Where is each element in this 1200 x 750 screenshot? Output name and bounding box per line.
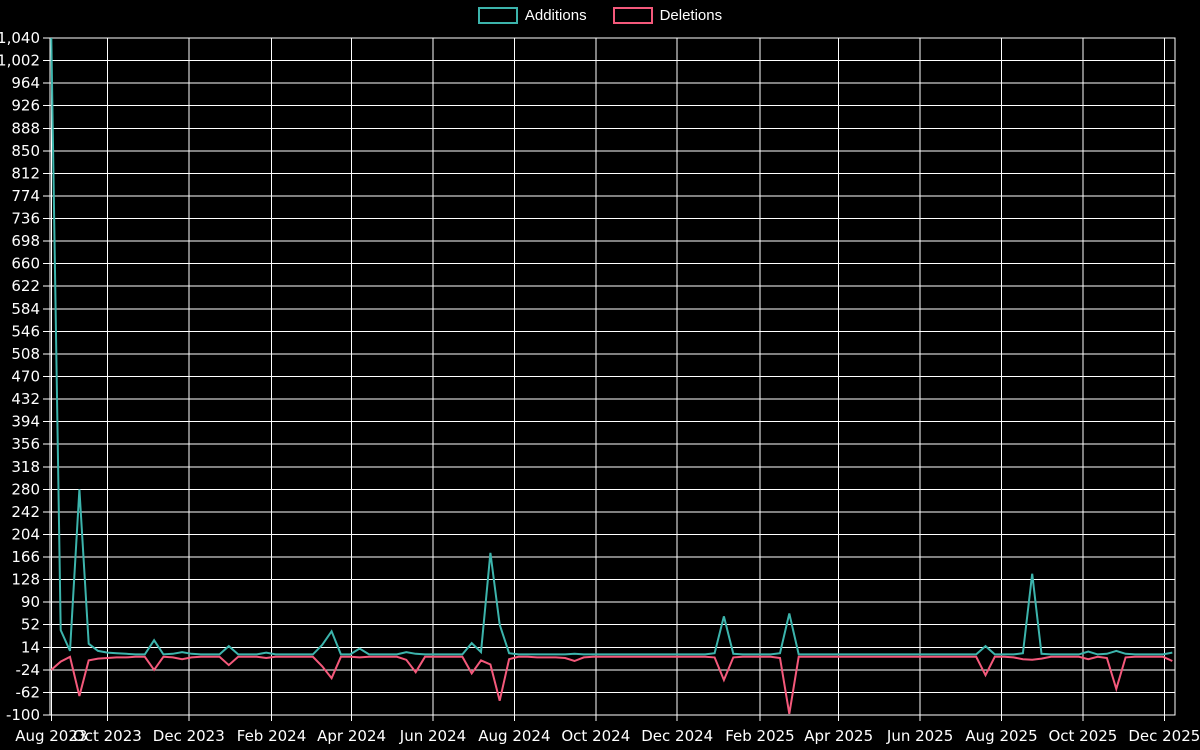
legend-label-deletions: Deletions <box>659 7 723 24</box>
y-tick-label: 204 <box>11 525 40 543</box>
y-tick-label: 470 <box>11 368 40 386</box>
y-tick-label: 52 <box>21 616 40 634</box>
y-tick-label: 774 <box>11 187 40 205</box>
y-tick-label: 318 <box>11 458 40 476</box>
additions-swatch-icon <box>477 7 518 24</box>
y-tick-label: 280 <box>11 480 40 498</box>
legend-item-deletions: Deletions <box>612 7 723 24</box>
x-tick-label: Dec 2025 <box>1128 727 1200 745</box>
x-tick-label: Jun 2025 <box>886 727 953 745</box>
x-tick-label: Oct 2025 <box>1048 727 1117 745</box>
y-tick-label: 508 <box>11 345 40 363</box>
y-tick-label: -62 <box>16 683 41 701</box>
y-tick-label: 812 <box>11 164 40 182</box>
x-tick-label: Aug 2023 <box>15 727 87 745</box>
y-tick-label: 1,040 <box>0 29 40 47</box>
y-tick-label: -24 <box>16 661 41 679</box>
y-tick-label: 888 <box>11 119 40 137</box>
x-tick-label: Aug 2024 <box>478 727 550 745</box>
y-tick-label: 1,002 <box>0 52 40 70</box>
y-tick-label: 546 <box>11 322 40 340</box>
x-tick-label: Dec 2024 <box>641 727 713 745</box>
x-tick-label: Feb 2025 <box>725 727 795 745</box>
y-tick-label: 166 <box>11 548 40 566</box>
y-tick-label: 584 <box>11 300 40 318</box>
x-tick-label: Oct 2024 <box>561 727 630 745</box>
y-tick-label: 926 <box>11 97 40 115</box>
x-tick-label: Aug 2025 <box>965 727 1037 745</box>
x-tick-label: Feb 2024 <box>237 727 307 745</box>
legend-label-additions: Additions <box>524 7 587 24</box>
x-tick-label: Dec 2023 <box>153 727 225 745</box>
x-tick-label: Jun 2024 <box>399 727 466 745</box>
additions-line <box>50 37 1173 656</box>
y-tick-label: 964 <box>11 74 40 92</box>
x-tick-label: Oct 2023 <box>73 727 142 745</box>
y-tick-label: 850 <box>11 142 40 160</box>
y-tick-label: -100 <box>6 706 40 724</box>
y-tick-label: 90 <box>21 593 40 611</box>
x-tick-label: Apr 2024 <box>317 727 386 745</box>
y-tick-label: 128 <box>11 571 40 589</box>
deletions-line <box>50 655 1173 714</box>
y-tick-label: 356 <box>11 435 40 453</box>
y-tick-label: 432 <box>11 390 40 408</box>
y-tick-label: 622 <box>11 277 40 295</box>
legend-item-additions: Additions <box>477 7 587 24</box>
y-tick-label: 14 <box>21 638 40 656</box>
y-tick-label: 660 <box>11 255 40 273</box>
y-tick-label: 394 <box>11 413 40 431</box>
y-tick-label: 242 <box>11 503 40 521</box>
y-tick-label: 736 <box>11 210 40 228</box>
x-tick-label: Apr 2025 <box>804 727 873 745</box>
chart-legend: Additions Deletions <box>0 7 1200 24</box>
y-tick-label: 698 <box>11 232 40 250</box>
plot-border <box>49 37 1176 716</box>
deletions-swatch-icon <box>612 7 653 24</box>
